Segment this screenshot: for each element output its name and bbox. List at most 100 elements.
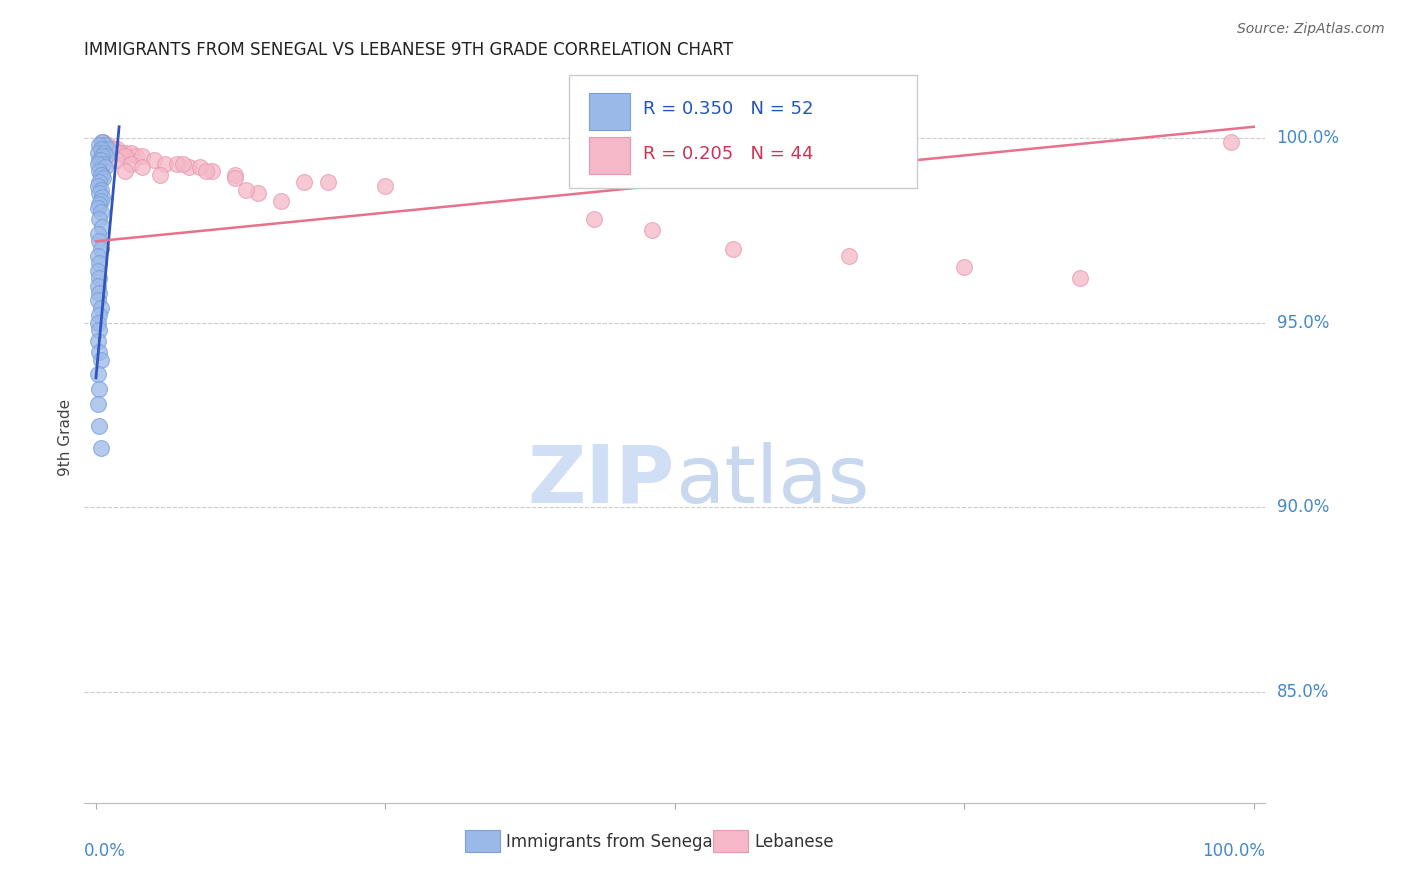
Point bbox=[89, 382, 111, 396]
Point bbox=[103, 142, 125, 156]
Point bbox=[87, 264, 110, 278]
Point bbox=[721, 242, 744, 256]
Text: 85.0%: 85.0% bbox=[1277, 683, 1329, 701]
Point bbox=[110, 145, 132, 160]
Point bbox=[90, 190, 112, 204]
Bar bbox=[589, 94, 630, 130]
Point bbox=[89, 285, 111, 300]
Point bbox=[1069, 271, 1091, 285]
Point bbox=[90, 153, 112, 167]
Point bbox=[87, 157, 110, 171]
Point bbox=[105, 142, 128, 156]
Point bbox=[90, 352, 112, 367]
Text: Lebanese: Lebanese bbox=[754, 832, 834, 851]
Point bbox=[94, 138, 117, 153]
Point bbox=[87, 368, 110, 382]
Point bbox=[90, 204, 112, 219]
Point bbox=[94, 138, 117, 153]
Point bbox=[87, 201, 110, 215]
Point bbox=[89, 175, 111, 189]
Point bbox=[641, 223, 664, 237]
Point bbox=[98, 142, 121, 156]
Point bbox=[582, 212, 605, 227]
Point bbox=[87, 145, 110, 160]
Point bbox=[89, 256, 111, 270]
Point bbox=[87, 278, 110, 293]
Text: 100.0%: 100.0% bbox=[1202, 842, 1265, 860]
Point bbox=[91, 171, 114, 186]
Text: 90.0%: 90.0% bbox=[1277, 499, 1329, 516]
Point bbox=[177, 161, 200, 175]
Point bbox=[120, 145, 142, 160]
Point bbox=[105, 153, 128, 167]
Point bbox=[90, 149, 112, 163]
Point bbox=[90, 242, 112, 256]
Point bbox=[89, 419, 111, 434]
Point bbox=[89, 271, 111, 285]
Point bbox=[90, 301, 112, 315]
Point bbox=[125, 149, 148, 163]
Point bbox=[90, 219, 112, 234]
Point bbox=[149, 168, 172, 182]
Point bbox=[89, 212, 111, 227]
Point bbox=[114, 164, 136, 178]
Point bbox=[94, 161, 117, 175]
Point bbox=[1219, 135, 1241, 149]
Point bbox=[270, 194, 292, 208]
Point bbox=[114, 145, 136, 160]
Point bbox=[108, 145, 131, 160]
Point bbox=[120, 157, 142, 171]
Point bbox=[316, 175, 339, 189]
Text: ZIP: ZIP bbox=[527, 442, 675, 520]
Point bbox=[89, 138, 111, 153]
Text: Source: ZipAtlas.com: Source: ZipAtlas.com bbox=[1237, 22, 1385, 37]
Point bbox=[89, 235, 111, 249]
Point bbox=[89, 186, 111, 201]
Point bbox=[90, 168, 112, 182]
Point bbox=[90, 135, 112, 149]
Point bbox=[89, 153, 111, 167]
Text: R = 0.205   N = 44: R = 0.205 N = 44 bbox=[643, 145, 814, 163]
Point bbox=[172, 157, 194, 171]
Point bbox=[953, 260, 976, 274]
Point bbox=[166, 157, 188, 171]
Point bbox=[103, 142, 125, 156]
Point bbox=[87, 227, 110, 241]
Point bbox=[131, 161, 153, 175]
Bar bbox=[713, 830, 748, 852]
Point bbox=[91, 135, 114, 149]
Point bbox=[292, 175, 315, 189]
Point bbox=[89, 345, 111, 359]
Text: 95.0%: 95.0% bbox=[1277, 314, 1329, 332]
Point bbox=[90, 441, 112, 455]
Text: IMMIGRANTS FROM SENEGAL VS LEBANESE 9TH GRADE CORRELATION CHART: IMMIGRANTS FROM SENEGAL VS LEBANESE 9TH … bbox=[84, 41, 734, 59]
Y-axis label: 9th Grade: 9th Grade bbox=[58, 399, 73, 475]
Point bbox=[131, 149, 153, 163]
Point bbox=[235, 183, 257, 197]
Point bbox=[838, 249, 860, 263]
Point bbox=[87, 293, 110, 308]
Point bbox=[188, 161, 211, 175]
Text: 0.0%: 0.0% bbox=[84, 842, 127, 860]
Point bbox=[247, 186, 270, 201]
Bar bbox=[589, 137, 630, 174]
Point bbox=[90, 194, 112, 208]
Text: atlas: atlas bbox=[675, 442, 869, 520]
Point bbox=[87, 397, 110, 411]
Point bbox=[96, 149, 118, 163]
Point bbox=[90, 135, 112, 149]
Point bbox=[194, 164, 217, 178]
Point bbox=[91, 142, 114, 156]
Point bbox=[142, 153, 165, 167]
FancyBboxPatch shape bbox=[568, 75, 917, 188]
Point bbox=[91, 157, 114, 171]
Point bbox=[87, 316, 110, 330]
Bar bbox=[464, 830, 501, 852]
Text: Immigrants from Senegal: Immigrants from Senegal bbox=[506, 832, 717, 851]
Point bbox=[89, 323, 111, 337]
Point bbox=[90, 183, 112, 197]
Point bbox=[89, 197, 111, 211]
Point bbox=[89, 308, 111, 322]
Point bbox=[224, 171, 246, 186]
Point bbox=[96, 142, 118, 156]
